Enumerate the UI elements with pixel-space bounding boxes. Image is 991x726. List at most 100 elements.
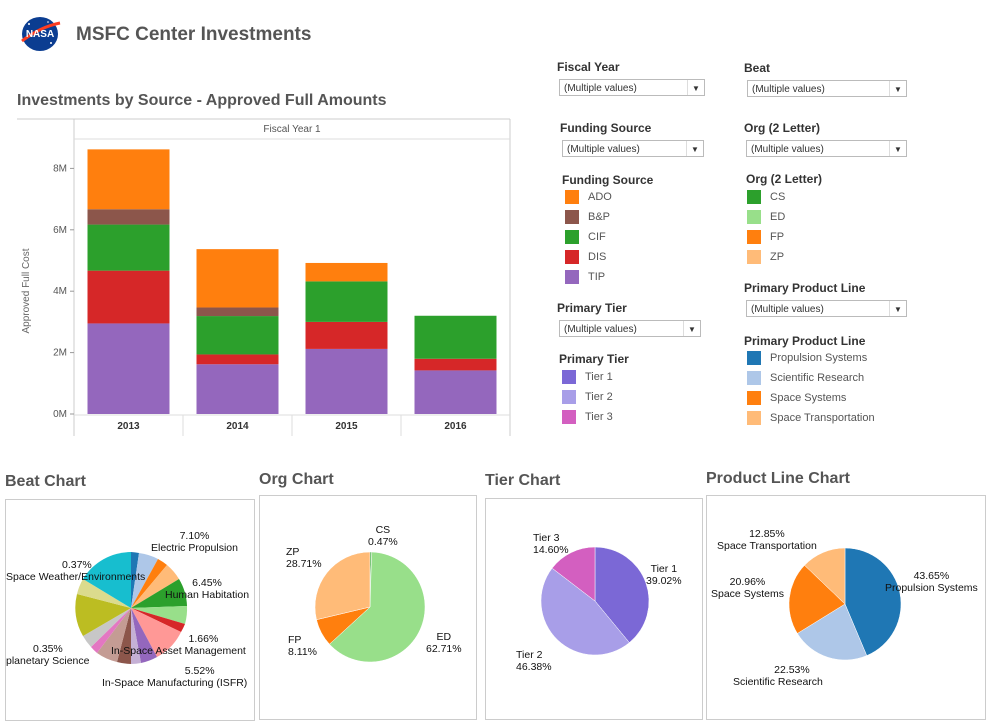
pie-slice-tier-2[interactable] xyxy=(540,567,630,656)
x-tick-label: 2013 xyxy=(117,421,140,432)
legend-item-cif[interactable]: CIF xyxy=(565,230,606,244)
legend-label: B&P xyxy=(588,210,611,223)
beat-pie-slice xyxy=(117,608,131,664)
legend-item-tier-3[interactable]: Tier 3 xyxy=(562,410,613,424)
pie-slice-propulsion-systems[interactable] xyxy=(844,547,902,656)
legend-label: Tier 1 xyxy=(585,370,613,383)
legend-label: Propulsion Systems xyxy=(770,351,868,364)
pie-slice-ed[interactable] xyxy=(329,551,426,663)
y-tick-label: 2M xyxy=(53,348,67,359)
bar-segment-dis-2015[interactable] xyxy=(305,321,388,349)
legend-swatch xyxy=(562,410,576,424)
org-dropdown[interactable]: (Multiple values) ▼ xyxy=(746,140,907,157)
org-chart-panel: CS 0.47% ED 62.71% FP 8.11% ZP 28.71% xyxy=(259,495,477,720)
bar-segment-ado-2014[interactable] xyxy=(196,249,279,308)
funding-source-dropdown[interactable]: (Multiple values) ▼ xyxy=(562,140,704,157)
legend-item-cs[interactable]: CS xyxy=(747,190,785,204)
tier-chart-title: Tier Chart xyxy=(485,472,561,489)
beat-dropdown[interactable]: (Multiple values) ▼ xyxy=(747,80,907,97)
chevron-down-icon[interactable]: ▼ xyxy=(889,301,906,316)
pie-slice-scientific-research[interactable] xyxy=(797,603,868,661)
legend-item-fp[interactable]: FP xyxy=(747,230,784,244)
bar-segment-ado-2013[interactable] xyxy=(87,149,170,210)
beat-pie-slice xyxy=(75,594,131,636)
legend-swatch xyxy=(562,390,576,404)
product-line-pie-chart xyxy=(788,547,902,661)
primary-tier-dropdown-value: (Multiple values) xyxy=(564,324,637,335)
nasa-logo[interactable]: NASA xyxy=(20,15,62,53)
bar-segment-ado-2015[interactable] xyxy=(305,262,388,282)
legend-swatch xyxy=(565,190,579,204)
pie-label-fp: FP 8.11% xyxy=(288,634,317,658)
bar-segment-tip-2014[interactable] xyxy=(196,364,279,414)
chevron-down-icon[interactable]: ▼ xyxy=(683,321,700,336)
pie-label-tier-3: Tier 3 14.60% xyxy=(533,532,569,556)
main-bar-chart: Fiscal Year 1 Approved Full Cost 0M 2M 4M 6… xyxy=(17,116,517,438)
chevron-down-icon[interactable]: ▼ xyxy=(687,80,704,95)
bar-segment-cif-2015[interactable] xyxy=(305,281,388,322)
legend-item-tier-2[interactable]: Tier 2 xyxy=(562,390,613,404)
pie-slice-zp[interactable] xyxy=(314,551,371,621)
org-pie-chart xyxy=(314,551,426,663)
page-title: MSFC Center Investments xyxy=(76,24,312,45)
product-line-dropdown[interactable]: (Multiple values) ▼ xyxy=(746,300,907,317)
primary-tier-dropdown[interactable]: (Multiple values) ▼ xyxy=(559,320,701,337)
legend-item-space-transportation[interactable]: Space Transportation xyxy=(747,411,875,425)
product-line-chart-panel: 43.65% Propulsion Systems 22.53% Scientific… xyxy=(706,495,986,720)
beat-label-planetary-science: 0.35% planetary Science xyxy=(6,643,89,667)
org-dropdown-value: (Multiple values) xyxy=(751,144,824,155)
legend-item-scientific-research[interactable]: Scientific Research xyxy=(747,371,864,385)
legend-item-space-systems[interactable]: Space Systems xyxy=(747,391,846,405)
bar-segment-tip-2016[interactable] xyxy=(414,370,497,414)
beat-pie-slice xyxy=(131,608,181,657)
legend-item-propulsion-systems[interactable]: Propulsion Systems xyxy=(747,351,867,365)
product-line-dropdown-value: (Multiple values) xyxy=(751,304,824,315)
x-tick-label: 2015 xyxy=(335,421,358,432)
x-tick-label: 2014 xyxy=(226,421,249,432)
pie-slice-tier-3[interactable] xyxy=(551,546,596,602)
legend-item-zp[interactable]: ZP xyxy=(747,250,784,264)
chevron-down-icon[interactable]: ▼ xyxy=(889,141,906,156)
pie-label-pct: 46.38% xyxy=(516,661,552,673)
bar-segment-dis-2016[interactable] xyxy=(414,358,497,371)
legend-item-dis[interactable]: DIS xyxy=(565,250,606,264)
pie-label-name: Tier 1 xyxy=(650,563,678,575)
beat-label-pct: 5.52% xyxy=(184,665,215,677)
bar-segment-cif-2014[interactable] xyxy=(196,316,279,355)
beat-pie-slice xyxy=(131,608,185,632)
beat-pie-slice xyxy=(131,608,157,663)
bar-segment-dis-2013[interactable] xyxy=(87,270,170,324)
beat-pie-slice xyxy=(131,579,187,608)
legend-swatch xyxy=(565,270,579,284)
legend-item-ado[interactable]: ADO xyxy=(565,190,612,204)
pie-slice-space-systems[interactable] xyxy=(788,564,846,634)
legend-item-b-p[interactable]: B&P xyxy=(565,210,610,224)
legend-label: ZP xyxy=(770,250,785,263)
legend-label: Tier 2 xyxy=(585,390,613,403)
bar-segment-dis-2014[interactable] xyxy=(196,354,279,365)
beat-pie-slice xyxy=(91,608,131,653)
tier-chart-panel: Tier 1 39.02% Tier 2 46.38% Tier 3 14.60% xyxy=(485,498,703,720)
bar-segment-b-p-2014[interactable] xyxy=(196,307,279,317)
bar-segment-b-p-2013[interactable] xyxy=(87,209,170,225)
funding-source-dropdown-value: (Multiple values) xyxy=(567,144,640,155)
fiscal-year-dropdown[interactable]: (Multiple values) ▼ xyxy=(559,79,705,96)
bar-segment-cif-2013[interactable] xyxy=(87,224,170,271)
legend-swatch xyxy=(747,250,761,264)
bar-segment-cif-2016[interactable] xyxy=(414,315,497,359)
pie-slice-tier-1[interactable] xyxy=(594,546,650,644)
legend-item-tier-1[interactable]: Tier 1 xyxy=(562,370,613,384)
pie-slice-space-transportation[interactable] xyxy=(804,547,846,605)
beat-label-pct: 1.66% xyxy=(188,633,219,645)
beat-label-name: In-Space Manufacturing (ISFR) xyxy=(102,677,248,689)
chevron-down-icon[interactable]: ▼ xyxy=(686,141,703,156)
legend-item-ed[interactable]: ED xyxy=(747,210,785,224)
legend-item-tip[interactable]: TIP xyxy=(565,270,605,284)
bar-segment-tip-2015[interactable] xyxy=(305,348,388,414)
beat-chart-title: Beat Chart xyxy=(5,473,86,490)
pie-label-tier-1: Tier 1 39.02% xyxy=(646,563,682,587)
fiscal-year-header: Fiscal Year 1 xyxy=(263,124,321,135)
bar-segment-tip-2013[interactable] xyxy=(87,323,170,414)
chevron-down-icon[interactable]: ▼ xyxy=(889,81,906,96)
beat-label-human-habitation: 6.45% Human Habitation xyxy=(165,577,249,601)
